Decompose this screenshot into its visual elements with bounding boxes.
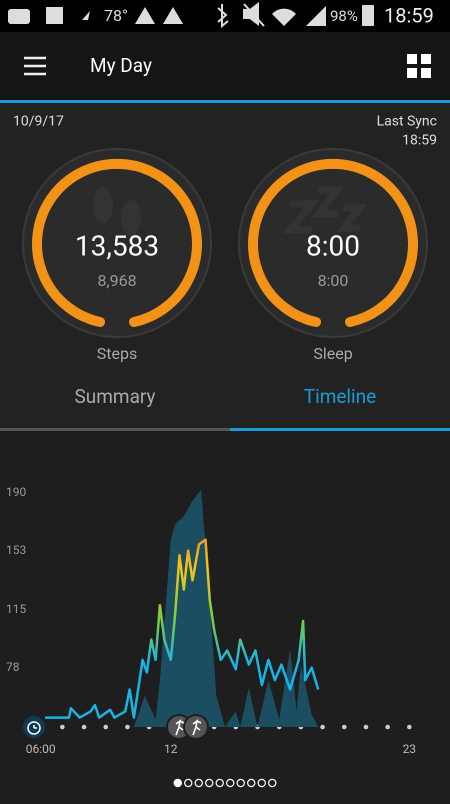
x-tick-label: 06:00 [26, 742, 56, 756]
pager-dot [194, 778, 203, 788]
area [133, 489, 319, 727]
tab-underline [0, 428, 230, 431]
pager-dot [257, 778, 266, 788]
date: 10/9/17 [13, 114, 64, 130]
ring-value: 13,583 [75, 229, 159, 262]
status-battery: 98% [330, 7, 358, 25]
chart-icons [21, 714, 209, 740]
pager [173, 778, 277, 788]
grid-button[interactable] [407, 54, 431, 78]
pager-dot [226, 778, 235, 788]
tab[interactable]: Summary [74, 385, 155, 408]
ring-goal: 8,968 [97, 271, 136, 290]
pager-dot [268, 778, 277, 788]
steps-ring[interactable] [22, 148, 212, 338]
x-tick-label: 23 [403, 742, 417, 756]
pager-dot [247, 778, 256, 788]
hour-dot [385, 724, 390, 730]
hour-dot [363, 724, 369, 730]
hour-dot [407, 724, 412, 730]
tab-underline-active [230, 428, 450, 431]
ring-label: Steps [97, 344, 137, 363]
hour-dot [103, 724, 109, 730]
hour-dot [341, 724, 347, 730]
pager-dot [236, 778, 245, 788]
hour-dot [81, 724, 87, 730]
app-title: My Day [90, 54, 152, 77]
status-time: 18:59 [384, 3, 434, 27]
chart-panel [0, 431, 450, 800]
pager-dot [205, 778, 214, 788]
hour-dot [320, 724, 325, 730]
pager-dot [184, 778, 193, 788]
ring-value: 8:00 [306, 229, 360, 262]
heart-rate-line [45, 538, 320, 719]
y-tick-label: 153 [6, 543, 26, 557]
sleep-ring[interactable] [238, 148, 428, 338]
y-tick-label: 190 [6, 485, 26, 499]
status-icons [8, 2, 374, 29]
y-tick-label: 78 [6, 660, 20, 674]
ring-label: Sleep [313, 344, 352, 363]
pager-dot [173, 778, 182, 788]
status-temperature: 78° [104, 6, 128, 25]
y-tick-label: 115 [6, 602, 26, 616]
timeline-chart: 78 115 153 190 06:00 12 23 [6, 485, 416, 756]
x-tick-label: 12 [164, 742, 178, 756]
tab-active[interactable]: Timeline [304, 385, 377, 408]
sync-label: Last Sync [377, 114, 437, 130]
hour-dot [125, 724, 130, 730]
hour-dot [60, 724, 65, 730]
ring-goal: 8:00 [318, 271, 349, 290]
app-bar [0, 32, 450, 100]
menu-button[interactable] [24, 56, 46, 76]
pager-dot [215, 778, 224, 788]
sync-time: 18:59 [402, 133, 437, 149]
header-divider [0, 100, 450, 103]
